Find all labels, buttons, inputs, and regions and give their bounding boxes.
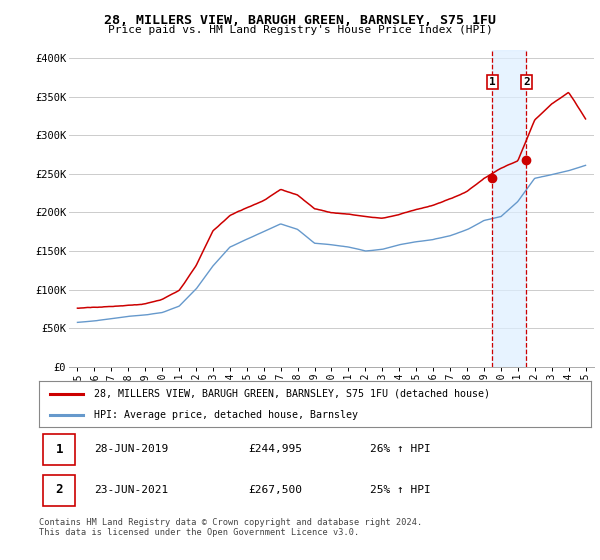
Text: 28, MILLERS VIEW, BARUGH GREEN, BARNSLEY, S75 1FU: 28, MILLERS VIEW, BARUGH GREEN, BARNSLEY… xyxy=(104,14,496,27)
Text: £244,995: £244,995 xyxy=(249,444,303,454)
FancyBboxPatch shape xyxy=(43,435,76,465)
Text: HPI: Average price, detached house, Barnsley: HPI: Average price, detached house, Barn… xyxy=(94,410,358,420)
Text: 28-JUN-2019: 28-JUN-2019 xyxy=(94,444,169,454)
Text: Price paid vs. HM Land Registry's House Price Index (HPI): Price paid vs. HM Land Registry's House … xyxy=(107,25,493,35)
Text: 1: 1 xyxy=(489,77,496,87)
Text: 23-JUN-2021: 23-JUN-2021 xyxy=(94,484,169,494)
FancyBboxPatch shape xyxy=(43,475,76,506)
Bar xyxy=(493,50,526,367)
Text: 28, MILLERS VIEW, BARUGH GREEN, BARNSLEY, S75 1FU (detached house): 28, MILLERS VIEW, BARUGH GREEN, BARNSLEY… xyxy=(94,389,490,399)
Text: 1: 1 xyxy=(56,442,63,456)
Text: 2: 2 xyxy=(523,77,530,87)
Text: Contains HM Land Registry data © Crown copyright and database right 2024.
This d: Contains HM Land Registry data © Crown c… xyxy=(39,518,422,538)
Text: 2: 2 xyxy=(56,483,63,496)
Text: 25% ↑ HPI: 25% ↑ HPI xyxy=(370,484,431,494)
Text: £267,500: £267,500 xyxy=(249,484,303,494)
Text: 26% ↑ HPI: 26% ↑ HPI xyxy=(370,444,431,454)
